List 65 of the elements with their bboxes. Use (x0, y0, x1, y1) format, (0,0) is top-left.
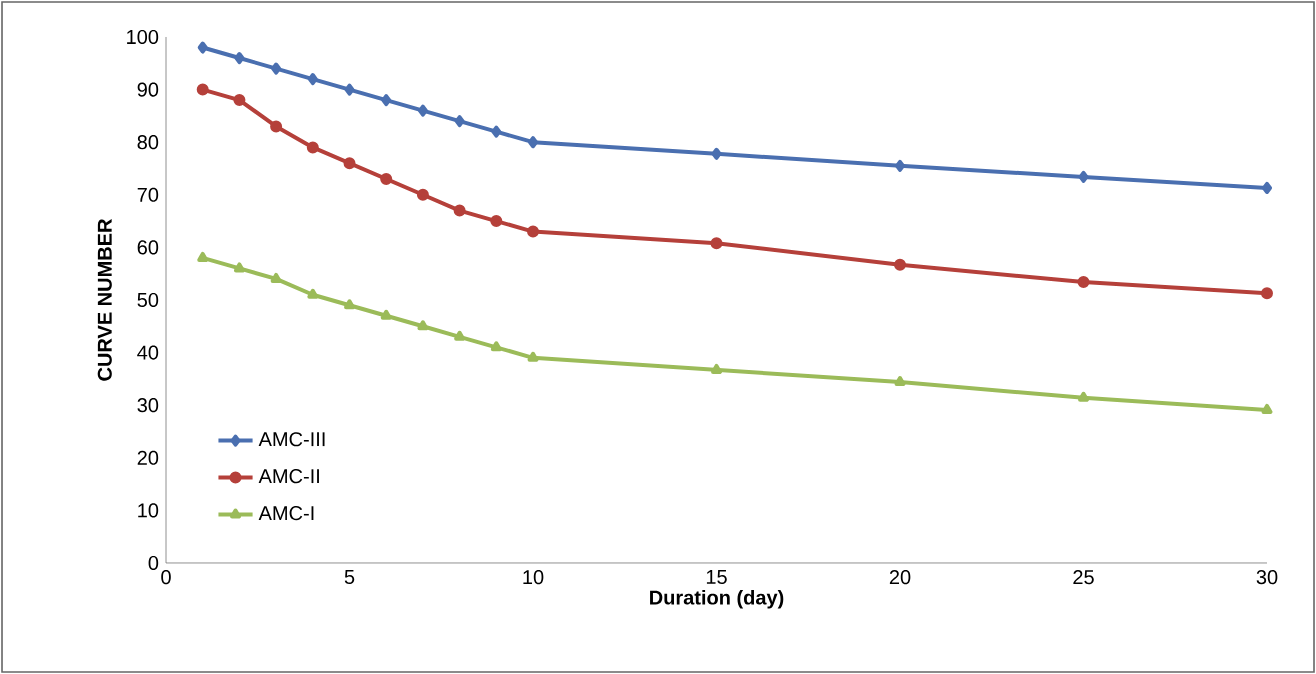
point (1261, 403, 1273, 414)
point (416, 188, 429, 201)
y-tick-label: 10 (138, 503, 159, 518)
point (307, 288, 319, 299)
point (271, 62, 282, 75)
x-tick-label: 5 (344, 570, 355, 584)
point (894, 258, 906, 271)
point (417, 320, 429, 331)
point (1262, 181, 1272, 194)
y-tick-label: 0 (148, 555, 159, 571)
y-tick-label: 80 (137, 135, 159, 150)
point (343, 157, 356, 170)
point (380, 309, 392, 320)
point (454, 330, 466, 341)
point (453, 204, 466, 217)
point (1261, 287, 1273, 300)
point (270, 120, 283, 133)
point (197, 251, 209, 262)
point (344, 83, 355, 96)
x-tick-label: 25 (1073, 570, 1094, 585)
y-tick-label: 30 (137, 398, 159, 413)
y-tick-label: 90 (137, 82, 159, 97)
point (1078, 391, 1089, 402)
point (454, 115, 465, 128)
point (307, 73, 318, 86)
x-axis-title: Duration (day) (650, 589, 784, 609)
point (270, 272, 282, 283)
x-tick-label: 10 (523, 570, 544, 585)
x-tick-label: 15 (706, 570, 727, 584)
point (711, 147, 722, 160)
x-tick-label: 20 (889, 570, 911, 585)
point (490, 215, 503, 228)
y-tick-label: 50 (137, 292, 159, 308)
point (196, 83, 209, 96)
point (233, 262, 245, 273)
point (1078, 170, 1089, 183)
y-axis-title: CURVE NUMBER (97, 218, 112, 381)
point (417, 104, 428, 117)
point (491, 125, 502, 138)
legend-label: AMC-II (258, 469, 319, 484)
point (1077, 276, 1090, 289)
point (711, 363, 722, 374)
point (490, 341, 502, 352)
legend-label: AMC-III (258, 432, 325, 447)
y-tick-label: 20 (137, 450, 159, 465)
point (306, 141, 319, 154)
legend-label: AMC-I (258, 506, 314, 521)
point (234, 52, 245, 65)
point (894, 376, 906, 387)
point (197, 41, 208, 54)
point (233, 94, 246, 107)
y-tick-label: 70 (137, 187, 159, 202)
point (380, 173, 393, 186)
y-tick-label: 100 (127, 29, 159, 45)
point (527, 351, 539, 362)
point (527, 225, 540, 238)
point (710, 237, 723, 250)
x-tick-label: 30 (1256, 570, 1278, 585)
x-tick-label: 0 (161, 570, 171, 585)
point (528, 136, 539, 149)
point (381, 94, 392, 107)
point (344, 299, 355, 310)
y-tick-label: 40 (137, 345, 159, 360)
y-tick-label: 60 (137, 240, 159, 255)
point (895, 159, 905, 172)
